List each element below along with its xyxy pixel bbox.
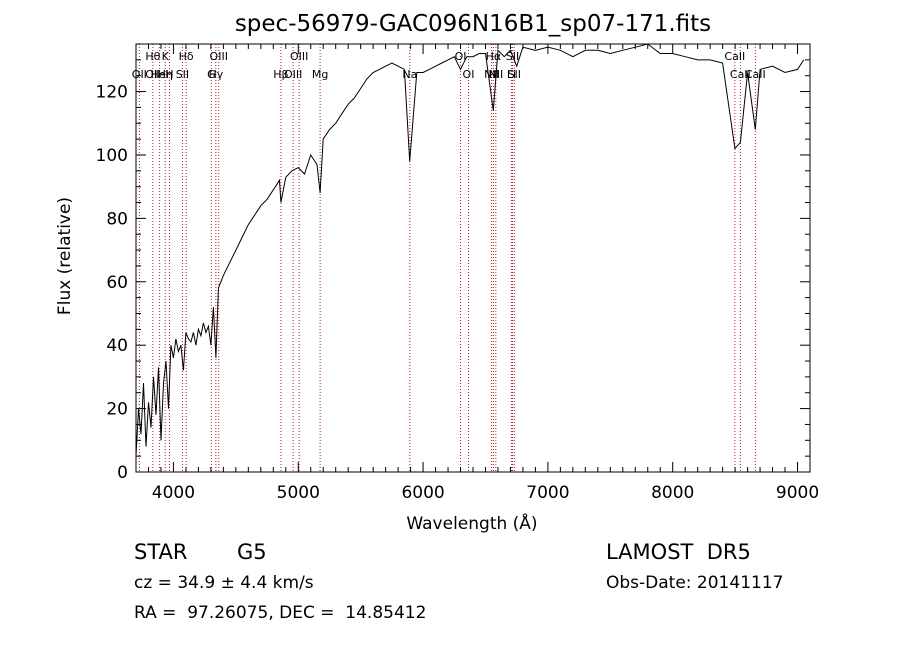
line-label-lower: NII	[484, 68, 499, 81]
observation-date: Obs-Date: 20141117	[606, 573, 784, 593]
line-markers	[138, 44, 756, 472]
line-label-lower: OII	[145, 68, 160, 81]
line-label-upper: Hα	[486, 50, 502, 63]
y-tick-label: 20	[106, 400, 128, 420]
y-axis-label: Flux (relative)	[55, 197, 75, 315]
line-label-lower: Mg	[312, 68, 328, 81]
line-label-lower: Na	[402, 68, 417, 81]
x-tick-label: 8000	[651, 483, 694, 503]
line-label-upper: OIII	[210, 50, 228, 63]
x-tick-label: 6000	[401, 483, 444, 503]
line-label-lower: SII	[176, 68, 189, 81]
x-axis-label: Wavelength (Å)	[406, 512, 537, 534]
x-tick-label: 7000	[526, 483, 569, 503]
redshift-cz: cz = 34.9 ± 4.4 km/s	[134, 573, 314, 593]
line-label-lower: CaII	[745, 68, 766, 81]
line-label-upper: K	[162, 50, 170, 63]
chart-title: spec-56979-GAC096N16B1_sp07-171.fits	[235, 11, 711, 37]
y-tick-label: 60	[106, 273, 128, 293]
x-tick-label: 4000	[152, 483, 195, 503]
y-tick-label: 80	[106, 209, 128, 229]
spectrum-line	[135, 43, 805, 457]
line-label-lower: OII	[132, 68, 147, 81]
object-class: STAR	[134, 540, 188, 564]
line-label-lower: HeI	[150, 68, 168, 81]
object-subclass: G5	[237, 540, 267, 564]
y-tick-label: 0	[117, 463, 128, 483]
line-label-upper: Hθ	[145, 50, 160, 63]
line-label-lower: G	[207, 68, 216, 81]
coordinates: RA = 97.26075, DEC = 14.85412	[134, 603, 427, 623]
line-label-lower: SII	[508, 68, 521, 81]
line-label-lower: OI	[463, 68, 475, 81]
spectrum-chart: spec-56979-GAC096N16B1_sp07-171.fits 400…	[55, 11, 819, 534]
x-axis: 4000 5000 6000 7000 8000 9000	[135, 44, 819, 503]
y-tick-label: 120	[96, 83, 128, 103]
line-label-lower: OIII	[284, 68, 302, 81]
line-label-upper: OI	[455, 50, 467, 63]
x-tick-label: 9000	[776, 483, 819, 503]
line-label-lower: CaII	[730, 68, 751, 81]
line-label-lower: Hβ	[273, 68, 288, 81]
line-label-lower: NII	[488, 68, 503, 81]
line-label-upper: Hδ	[179, 50, 194, 63]
x-tick-label: 5000	[277, 483, 320, 503]
line-label-lower: Li	[507, 68, 516, 81]
line-label-lower: Hη	[158, 68, 173, 81]
y-tick-label: 40	[106, 336, 128, 356]
line-label-upper: CaII	[724, 50, 745, 63]
line-label-lower: Hγ	[208, 68, 223, 81]
y-axis: 0 20 40 60 80 100 120	[96, 43, 810, 483]
line-label-upper: SII	[506, 50, 519, 63]
survey-name: LAMOST DR5	[606, 540, 751, 564]
line-label-upper: OIII	[290, 50, 308, 63]
plot-frame	[135, 43, 811, 473]
y-tick-label: 100	[96, 146, 128, 166]
line-label-lower: H	[165, 68, 173, 81]
